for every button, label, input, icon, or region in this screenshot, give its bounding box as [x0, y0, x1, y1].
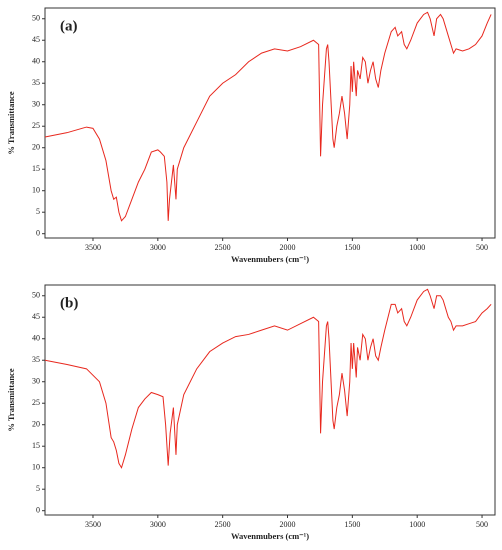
x-tick-label: 500: [476, 243, 488, 252]
x-tick-label: 1000: [409, 243, 425, 252]
x-tick-label: 500: [476, 520, 488, 529]
y-tick-label: 15: [32, 164, 40, 173]
x-axis-label: Wavenmubers (cm⁻¹): [231, 254, 309, 264]
y-tick-label: 5: [36, 207, 40, 216]
y-tick-label: 0: [36, 506, 40, 515]
y-tick-label: 45: [32, 312, 40, 321]
x-tick-label: 1000: [409, 520, 425, 529]
spectrum-line: [44, 11, 492, 222]
y-tick-label: 35: [32, 78, 40, 87]
x-tick-label: 2000: [280, 243, 296, 252]
y-tick-label: 45: [32, 35, 40, 44]
y-tick-label: 50: [32, 14, 40, 23]
y-tick-label: 20: [32, 420, 40, 429]
y-tick-label: 50: [32, 291, 40, 300]
y-tick-label: 25: [32, 121, 40, 130]
y-tick-label: 0: [36, 229, 40, 238]
x-tick-label: 3000: [150, 243, 166, 252]
y-tick-label: 35: [32, 355, 40, 364]
y-tick-label: 40: [32, 57, 40, 66]
y-tick-label: 10: [32, 186, 40, 195]
x-tick-label: 2500: [215, 520, 231, 529]
y-tick-label: 10: [32, 463, 40, 472]
spectrum-line: [44, 288, 492, 469]
x-tick-label: 3000: [150, 520, 166, 529]
y-tick-label: 30: [32, 100, 40, 109]
panel-title: (b): [60, 295, 78, 311]
y-axis-label: % Transmittance: [6, 91, 16, 154]
x-axis-label: Wavenmubers (cm⁻¹): [231, 531, 309, 541]
x-tick-label: 3500: [85, 520, 101, 529]
plot-frame: [44, 284, 496, 516]
y-axis-label: % Transmittance: [6, 368, 16, 431]
y-tick-label: 5: [36, 484, 40, 493]
panel-title: (a): [60, 18, 78, 34]
y-tick-label: 15: [32, 441, 40, 450]
x-tick-label: 1500: [344, 243, 360, 252]
y-tick-label: 30: [32, 377, 40, 386]
x-tick-label: 3500: [85, 243, 101, 252]
x-tick-label: 2000: [280, 520, 296, 529]
y-tick-label: 40: [32, 334, 40, 343]
plot-frame: [44, 7, 496, 239]
x-tick-label: 2500: [215, 243, 231, 252]
y-tick-label: 25: [32, 398, 40, 407]
x-tick-label: 1500: [344, 520, 360, 529]
y-tick-label: 20: [32, 143, 40, 152]
